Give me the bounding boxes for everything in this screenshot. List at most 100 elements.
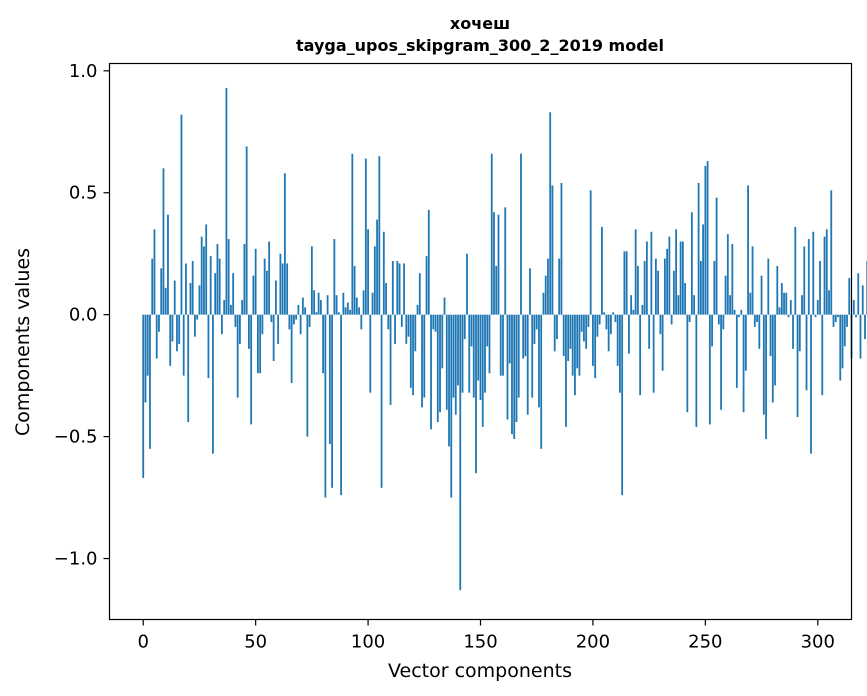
bar bbox=[261, 314, 264, 335]
bar bbox=[544, 275, 547, 315]
bar bbox=[292, 314, 295, 325]
bar bbox=[807, 239, 810, 315]
bar bbox=[796, 314, 799, 418]
bar bbox=[185, 263, 187, 315]
bar bbox=[412, 314, 414, 396]
bar bbox=[846, 314, 848, 327]
bar bbox=[594, 314, 597, 379]
bar bbox=[279, 253, 282, 315]
bar bbox=[299, 314, 302, 335]
bar bbox=[715, 197, 718, 315]
bar bbox=[297, 304, 300, 315]
bar bbox=[378, 156, 381, 315]
y-tick-label: 0.5 bbox=[69, 183, 98, 204]
bar bbox=[819, 261, 821, 315]
bar bbox=[257, 314, 259, 374]
bar bbox=[675, 229, 678, 315]
bar bbox=[672, 270, 675, 315]
bar bbox=[317, 292, 320, 315]
bar bbox=[776, 265, 779, 315]
bar bbox=[301, 297, 304, 315]
bar bbox=[351, 153, 354, 315]
bar bbox=[578, 314, 581, 376]
bar bbox=[828, 290, 830, 315]
bar bbox=[634, 229, 637, 315]
bar bbox=[472, 314, 475, 398]
bar bbox=[221, 314, 223, 335]
bar bbox=[780, 282, 783, 315]
bar bbox=[245, 146, 248, 315]
bar bbox=[585, 314, 588, 349]
bar bbox=[324, 314, 327, 498]
bar bbox=[697, 182, 700, 315]
bar bbox=[643, 261, 646, 315]
bar bbox=[340, 314, 342, 496]
bar bbox=[848, 278, 851, 315]
bar bbox=[263, 258, 266, 315]
bar bbox=[621, 314, 624, 496]
bar bbox=[153, 229, 156, 315]
bar bbox=[189, 282, 192, 315]
bar bbox=[272, 314, 275, 362]
bar bbox=[380, 314, 383, 488]
bar bbox=[371, 292, 374, 315]
bar bbox=[223, 300, 226, 315]
bar bbox=[277, 314, 280, 344]
bar bbox=[403, 263, 405, 315]
bar bbox=[654, 258, 657, 315]
bar bbox=[448, 314, 450, 447]
bar bbox=[198, 285, 201, 315]
bar bbox=[630, 295, 633, 315]
y-axis-label: Components values bbox=[12, 248, 34, 436]
bar bbox=[686, 314, 689, 413]
bar bbox=[603, 312, 606, 315]
bar bbox=[418, 273, 421, 315]
bar bbox=[270, 314, 273, 322]
bar bbox=[592, 314, 594, 366]
bar bbox=[171, 314, 174, 342]
y-axis-ticks: 1.0 0.5 0.0 −0.5 −1.0 bbox=[54, 61, 110, 570]
bar bbox=[425, 256, 428, 315]
bar bbox=[290, 314, 293, 383]
bar bbox=[641, 304, 644, 315]
bar bbox=[663, 258, 666, 315]
bar bbox=[688, 314, 691, 322]
bar bbox=[164, 287, 167, 315]
bar bbox=[342, 292, 345, 315]
bar bbox=[180, 114, 183, 315]
bar bbox=[547, 258, 549, 315]
bar bbox=[769, 314, 772, 357]
bar bbox=[722, 314, 725, 330]
bar bbox=[394, 314, 396, 344]
bar bbox=[648, 314, 651, 349]
bar bbox=[295, 314, 298, 320]
bar bbox=[391, 261, 394, 315]
bar bbox=[389, 314, 392, 405]
bar bbox=[666, 248, 669, 315]
bar bbox=[200, 236, 203, 315]
bar bbox=[353, 265, 356, 315]
bar bbox=[450, 314, 453, 498]
x-tick-label: 300 bbox=[801, 632, 835, 653]
bar bbox=[191, 261, 194, 315]
bar bbox=[409, 314, 412, 388]
x-tick-label: 0 bbox=[138, 632, 149, 653]
bar bbox=[708, 314, 711, 425]
bar bbox=[259, 314, 262, 374]
bar bbox=[855, 314, 857, 318]
bar bbox=[400, 314, 403, 327]
bar bbox=[681, 241, 684, 315]
bar bbox=[459, 314, 462, 591]
bar bbox=[432, 314, 435, 330]
bar bbox=[254, 248, 257, 315]
bar bbox=[724, 275, 727, 315]
bar bbox=[158, 314, 160, 332]
bar bbox=[209, 256, 212, 315]
bar bbox=[283, 173, 286, 315]
bar bbox=[542, 292, 545, 315]
bar bbox=[252, 275, 255, 315]
bar bbox=[430, 314, 432, 430]
bar bbox=[212, 314, 214, 454]
bar bbox=[194, 314, 196, 337]
bar bbox=[416, 304, 419, 315]
